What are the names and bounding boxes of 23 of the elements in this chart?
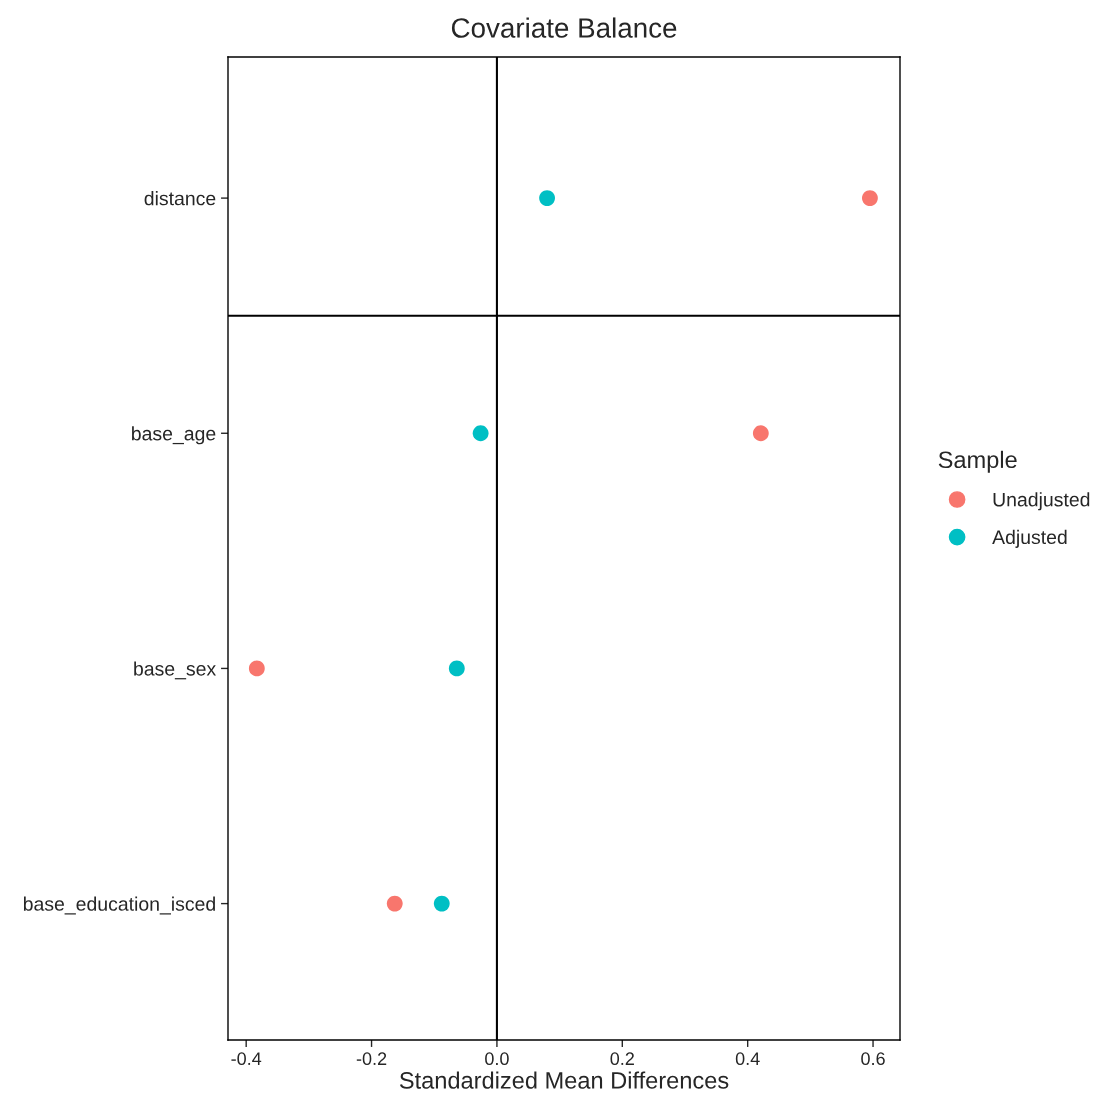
- y-tick-label: base_sex: [134, 661, 216, 680]
- legend-label: Unadjusted: [993, 492, 1090, 511]
- legend-title: Sample: [938, 450, 1017, 473]
- y-tick-label: base_age: [132, 426, 216, 445]
- x-axis-title: Standardized Mean Differences: [399, 1071, 729, 1089]
- x-tick-label: 0.0: [485, 1052, 509, 1066]
- x-tick-label: -0.2: [356, 1052, 387, 1066]
- x-tick-label: 0.4: [735, 1052, 760, 1066]
- y-tick-label: distance: [144, 191, 216, 206]
- point: [386, 895, 403, 912]
- chart-title: Covariate Balance: [451, 17, 677, 38]
- x-tick-label: 0.6: [861, 1052, 885, 1066]
- x-tick-label: 0.2: [610, 1052, 634, 1066]
- y-tick-label: base_education_isced: [23, 896, 215, 915]
- point: [861, 190, 878, 207]
- point: [448, 660, 465, 677]
- point: [539, 190, 555, 207]
- point: [248, 660, 265, 677]
- point: [752, 425, 769, 442]
- point: [472, 425, 489, 442]
- point: [433, 895, 450, 912]
- legend-label: Adjusted: [992, 529, 1067, 548]
- x-tick-label: -0.4: [231, 1052, 262, 1066]
